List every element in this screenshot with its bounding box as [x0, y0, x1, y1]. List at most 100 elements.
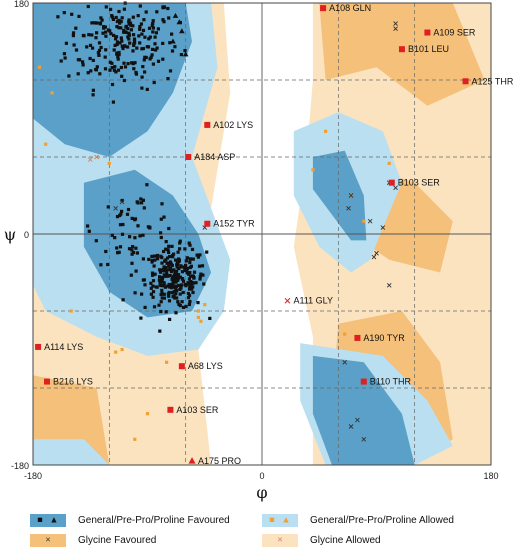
- outlier-label: A68 LYS: [188, 361, 223, 371]
- data-point-favoured: [77, 14, 81, 18]
- data-point-favoured: [110, 66, 114, 70]
- data-point-favoured: [150, 53, 154, 57]
- data-point-favoured: [122, 61, 126, 65]
- x-tick-label: -180: [24, 471, 42, 481]
- data-point-glycine-allowed: [87, 157, 93, 162]
- data-point-favoured: [150, 23, 154, 28]
- data-point-favoured: [95, 31, 99, 35]
- data-point-favoured: [137, 34, 141, 38]
- data-point-favoured: [104, 48, 108, 52]
- data-point-favoured: [170, 277, 175, 281]
- outlier-marker: [360, 378, 367, 385]
- data-point-favoured: [158, 282, 162, 286]
- data-point-favoured: [114, 70, 118, 74]
- data-point-favoured: [149, 286, 153, 290]
- data-point-favoured: [191, 285, 195, 289]
- data-point-favoured: [188, 257, 192, 261]
- x-tick-label: 0: [259, 471, 264, 481]
- data-point-favoured: [78, 58, 82, 62]
- data-point-favoured: [188, 243, 192, 247]
- data-point-favoured: [189, 282, 193, 286]
- outlier-label: A125 THR: [472, 76, 514, 86]
- data-point-allowed: [69, 309, 73, 313]
- data-point-favoured: [124, 30, 128, 34]
- data-point-favoured: [144, 10, 148, 14]
- data-point-favoured: [140, 32, 144, 36]
- data-point-favoured: [103, 55, 107, 59]
- data-point-favoured: [162, 20, 166, 24]
- outlier-label: B101 LEU: [408, 44, 449, 54]
- outlier-label: A109 SER: [433, 28, 476, 38]
- data-point-favoured: [117, 50, 121, 55]
- data-point-favoured: [173, 296, 177, 300]
- data-point-favoured: [159, 254, 163, 258]
- data-point-favoured: [115, 40, 120, 44]
- data-point-favoured: [115, 215, 120, 219]
- data-point-favoured: [145, 183, 149, 187]
- data-point-favoured: [96, 51, 100, 55]
- data-point-favoured: [114, 35, 119, 39]
- data-point-favoured: [152, 305, 157, 309]
- data-point-favoured: [127, 37, 131, 41]
- data-point-favoured: [164, 269, 168, 273]
- data-point-favoured: [147, 37, 151, 41]
- data-point-favoured: [198, 253, 202, 257]
- data-point-favoured: [202, 282, 206, 286]
- data-point-favoured: [187, 277, 191, 281]
- data-point-favoured: [149, 281, 153, 285]
- outlier-marker: [388, 179, 395, 186]
- data-point-favoured: [110, 14, 114, 18]
- data-point-favoured: [109, 7, 113, 11]
- data-point-favoured: [62, 52, 66, 56]
- data-point-favoured: [118, 223, 123, 227]
- outlier-label: B110 THR: [370, 377, 412, 387]
- data-point-favoured: [163, 285, 168, 289]
- data-point-glycine: [393, 185, 398, 191]
- data-point-favoured: [63, 56, 67, 60]
- data-point-favoured: [120, 39, 124, 43]
- legend-swatch-glycine-allowed: ×: [262, 533, 298, 547]
- data-point-favoured: [155, 10, 159, 14]
- data-point-favoured: [64, 41, 68, 45]
- data-point-favoured: [175, 289, 179, 293]
- data-point-favoured: [122, 78, 126, 83]
- data-point-favoured: [150, 271, 155, 275]
- data-point-favoured: [161, 57, 165, 61]
- data-point-favoured: [183, 268, 187, 273]
- data-point-favoured: [201, 273, 205, 277]
- ramachandran-plot: A108 GLN A109 SER B101 LEU A125 THR A102 LYS…: [4, 0, 514, 502]
- data-point-favoured: [153, 42, 157, 46]
- data-point-glycine: [119, 199, 125, 205]
- data-point-favoured: [196, 301, 200, 305]
- data-point-favoured: [192, 270, 197, 274]
- data-point-favoured: [152, 264, 156, 268]
- data-point-glycine: [348, 193, 354, 198]
- data-point-favoured: [117, 53, 121, 57]
- data-point-favoured: [148, 57, 152, 61]
- data-point-favoured: [126, 62, 130, 66]
- data-point-proline: [182, 51, 189, 57]
- data-point-favoured: [166, 268, 171, 272]
- data-point-favoured: [126, 45, 130, 49]
- data-point-favoured: [74, 48, 79, 52]
- outlier-marker: [424, 29, 431, 36]
- data-point-favoured: [173, 270, 177, 274]
- x-axis-label: φ: [256, 483, 267, 502]
- data-point-favoured: [170, 32, 174, 36]
- data-point-allowed: [145, 412, 150, 416]
- data-point-favoured: [158, 329, 162, 333]
- outlier-label: A175 PRO: [198, 456, 241, 466]
- data-point-favoured: [191, 281, 195, 285]
- data-point-favoured: [139, 316, 143, 320]
- data-point-favoured: [71, 34, 75, 38]
- data-point-favoured: [161, 5, 165, 9]
- data-point-favoured: [132, 37, 137, 41]
- data-point-favoured: [110, 82, 115, 87]
- data-point-favoured: [131, 49, 135, 53]
- outlier-label: A114 LYS: [44, 342, 83, 352]
- outlier-label: A190 TYR: [363, 333, 405, 343]
- data-point-favoured: [120, 232, 125, 236]
- data-point-favoured: [186, 296, 191, 300]
- data-point-favoured: [134, 246, 138, 250]
- data-point-favoured: [166, 248, 170, 252]
